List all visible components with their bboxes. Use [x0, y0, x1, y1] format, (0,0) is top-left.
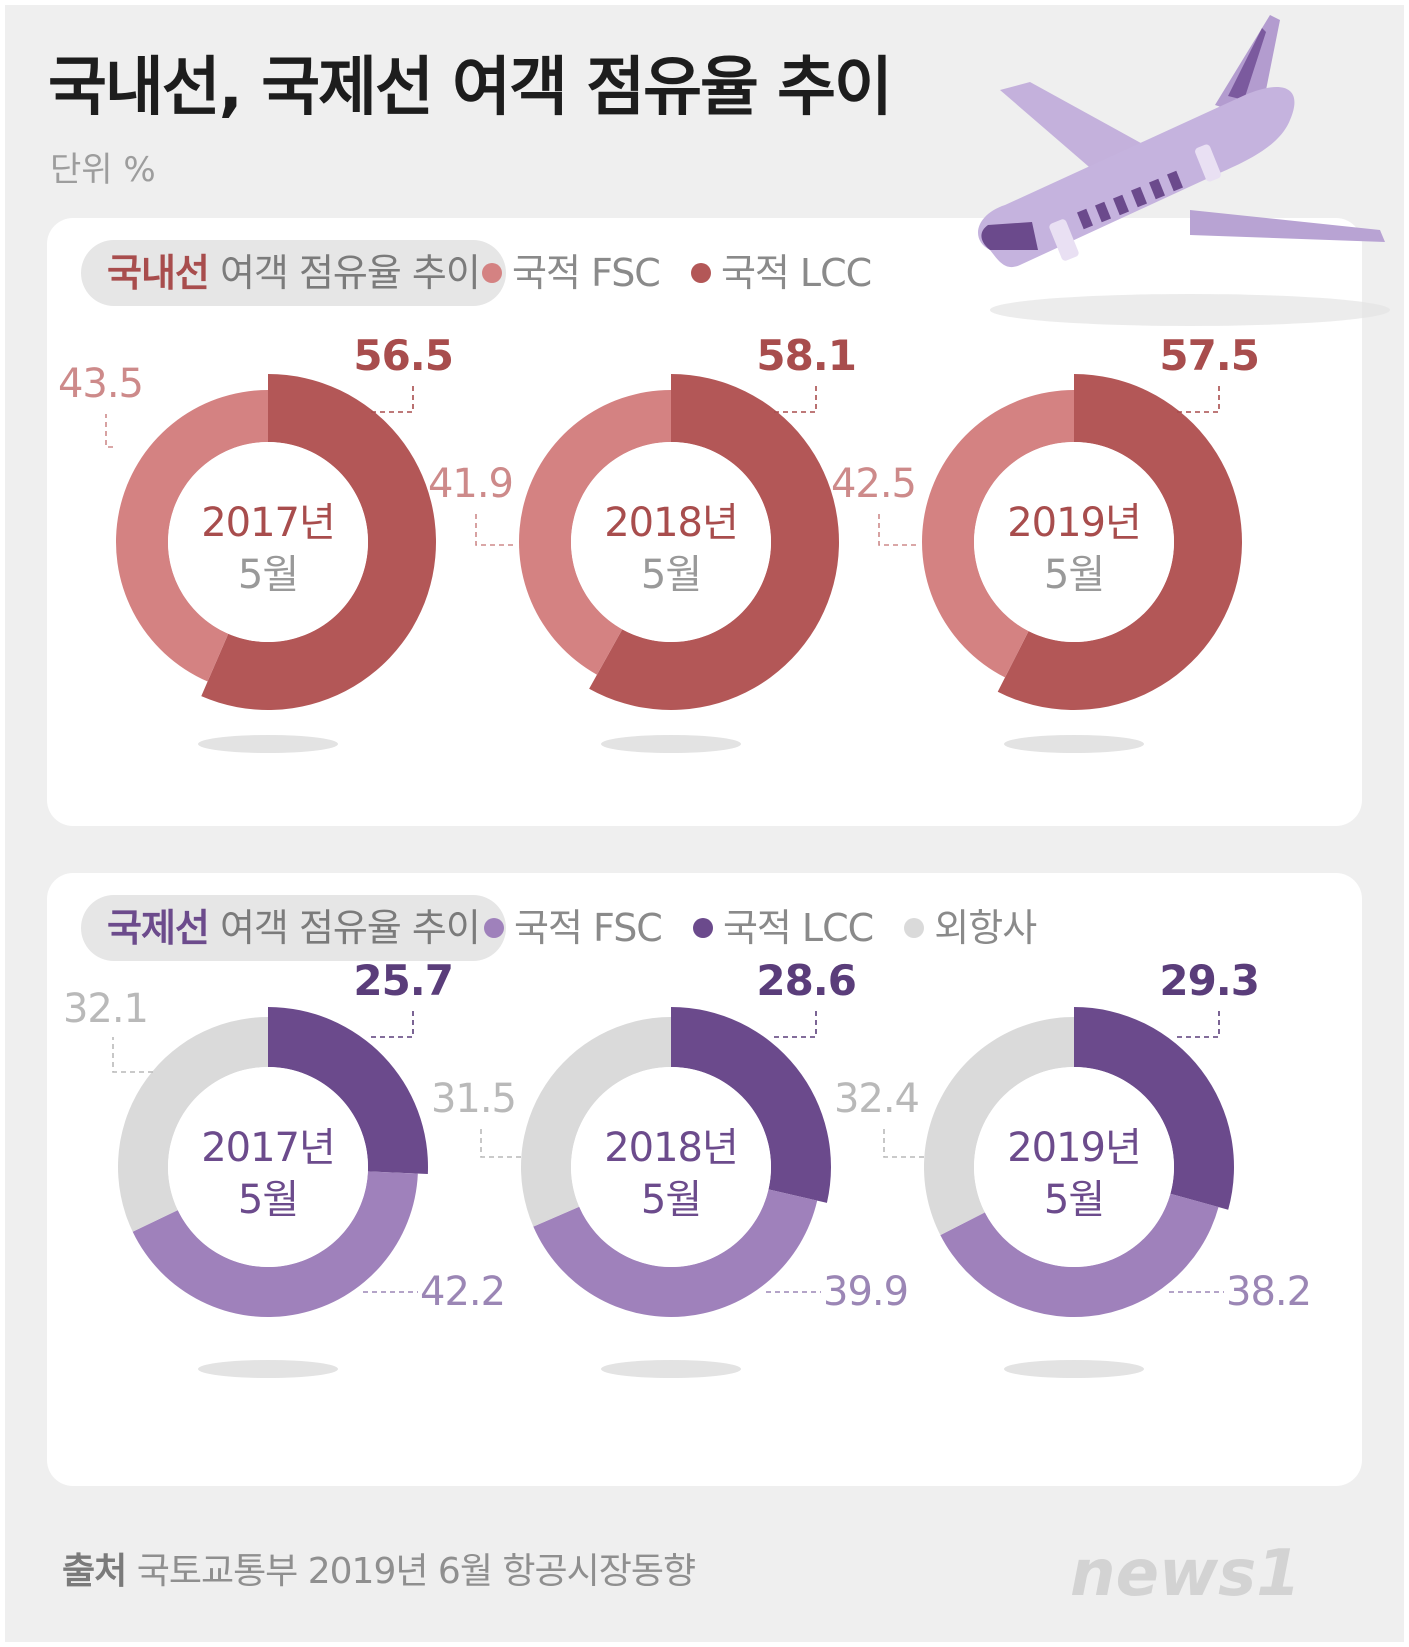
value-label-lcc: 58.1 [756, 331, 856, 380]
leader-line-foreign [480, 1127, 521, 1158]
value-label-fsc: 42.5 [831, 461, 916, 507]
legend-label: 외항사 [934, 906, 1037, 950]
value-label-lcc: 57.5 [1159, 331, 1259, 380]
legend-item: 국적 LCC [690, 240, 872, 306]
donut-hole [168, 442, 368, 642]
legend-label: 국적 FSC [514, 906, 663, 950]
legend-dot-icon [690, 262, 711, 283]
value-label-fsc: 39.9 [823, 1269, 908, 1315]
leader-line-lcc [1177, 1007, 1220, 1038]
donut-slice-lcc [201, 374, 436, 710]
donut-slice-foreign [923, 1017, 1074, 1236]
source-text: 국토교통부 2019년 6월 항공시장동향 [136, 1551, 696, 1592]
donut-year-label: 2017년 [201, 500, 335, 546]
donut-slice-fsc [922, 390, 1074, 678]
donut-hole [974, 442, 1174, 642]
international-section-label: 국제선 여객 점유율 추이 [81, 895, 506, 961]
donut-slice-fsc [115, 390, 268, 682]
donut-slice-fsc [940, 1193, 1219, 1318]
leader-line-lcc [1177, 382, 1220, 413]
leader-line-lcc [774, 1007, 817, 1038]
legend-label: 국적 FSC [512, 251, 661, 295]
donut-month-label: 5월 [238, 552, 298, 598]
legend-item: 외항사 [904, 895, 1037, 961]
domestic-legend: 국적 FSC 국적 LCC [482, 240, 891, 306]
donut-slice-foreign [521, 1017, 671, 1227]
value-label-foreign: 32.1 [63, 986, 148, 1032]
legend-label: 국적 LCC [720, 251, 872, 295]
international-label-strong: 국제선 [107, 906, 210, 950]
donut-slice-lcc [589, 374, 840, 711]
news1-logo: news1 [1070, 1537, 1301, 1611]
value-label-lcc: 29.3 [1159, 956, 1259, 1005]
value-label-lcc: 56.5 [353, 331, 453, 380]
leader-line-fsc [475, 514, 513, 546]
legend-dot-icon [482, 262, 502, 283]
donut-month-label: 5월 [1044, 552, 1104, 598]
leader-line-foreign [112, 1037, 153, 1073]
value-label-foreign: 31.5 [431, 1076, 516, 1122]
donut-slice-lcc [671, 1007, 831, 1203]
donut-year-label: 2017년 [201, 1125, 335, 1171]
donut-shadow [1004, 1360, 1144, 1378]
domestic-section-label: 국내선 여객 점유율 추이 [81, 240, 506, 306]
source-note: 출처 국토교통부 2019년 6월 항공시장동향 [62, 1542, 696, 1594]
donut-shadow [198, 1360, 338, 1378]
donut-year-label: 2019년 [1007, 500, 1141, 546]
legend-item: 국적 LCC [692, 895, 874, 961]
domestic-label-strong: 국내선 [107, 251, 210, 295]
legend-dot-icon [904, 917, 925, 938]
legend-item: 국적 FSC [484, 895, 663, 961]
donut-shadow [601, 1360, 741, 1378]
donut-month-label: 5월 [1044, 1177, 1104, 1223]
value-label-fsc: 42.2 [420, 1269, 505, 1315]
donut-year-label: 2018년 [604, 500, 738, 546]
donut-hole [168, 1067, 368, 1267]
leader-line-fsc [105, 414, 113, 448]
donut-slice-fsc [519, 390, 671, 675]
source-label: 출처 [62, 1551, 127, 1592]
donut-hole [571, 442, 771, 642]
donut-month-label: 5월 [238, 1177, 298, 1223]
domestic-label-rest: 여객 점유율 추이 [208, 251, 481, 295]
international-label-rest: 여객 점유율 추이 [208, 906, 481, 950]
donut-slice-lcc [268, 1007, 428, 1175]
leader-line-lcc [371, 382, 414, 413]
leader-line-fsc [878, 514, 916, 546]
logo-text: news1 [1070, 1537, 1301, 1611]
value-label-lcc: 25.7 [353, 956, 453, 1005]
value-label-foreign: 32.4 [834, 1076, 919, 1122]
value-label-fsc: 43.5 [58, 361, 143, 407]
legend-dot-icon [692, 917, 713, 938]
leader-line-foreign [883, 1127, 924, 1158]
donut-shadow [198, 735, 338, 753]
leader-line-lcc [371, 1007, 414, 1038]
value-label-fsc: 38.2 [1226, 1269, 1311, 1315]
legend-dot-icon [484, 917, 504, 938]
donut-slice-fsc [132, 1171, 418, 1318]
international-legend: 국적 FSC 국적 LCC 외항사 [484, 895, 1056, 961]
donut-year-label: 2019년 [1007, 1125, 1141, 1171]
donut-year-label: 2018년 [604, 1125, 738, 1171]
donut-hole [571, 1067, 771, 1267]
legend-item: 국적 FSC [482, 240, 661, 306]
leader-line-lcc [774, 382, 817, 413]
airplane-icon [978, 15, 1390, 326]
value-label-fsc: 41.9 [428, 461, 513, 507]
page-title: 국내선, 국제선 여객 점유율 추이 [48, 51, 893, 125]
donut-slice-lcc [997, 373, 1243, 710]
value-label-lcc: 28.6 [756, 956, 856, 1005]
donut-month-label: 5월 [641, 1177, 701, 1223]
donut-shadow [601, 735, 741, 753]
donut-shadow [1004, 735, 1144, 753]
donut-hole [974, 1067, 1174, 1267]
unit-label: 단위 % [50, 150, 156, 190]
donut-month-label: 5월 [641, 552, 701, 598]
donut-slice-foreign [117, 1017, 268, 1232]
legend-label: 국적 LCC [722, 906, 874, 950]
donut-slice-lcc [1074, 1007, 1234, 1210]
donut-slice-fsc [533, 1189, 818, 1318]
